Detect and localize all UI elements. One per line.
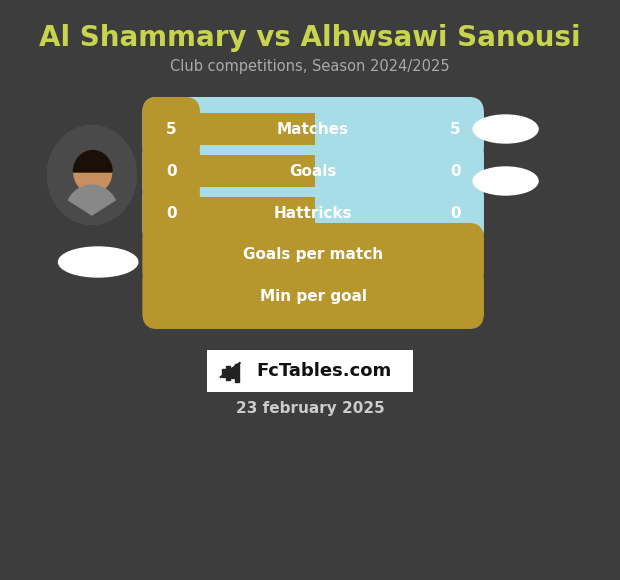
Text: Goals per match: Goals per match (243, 248, 383, 263)
Text: Matches: Matches (277, 121, 349, 136)
FancyBboxPatch shape (143, 265, 484, 329)
FancyBboxPatch shape (149, 105, 477, 153)
Circle shape (44, 122, 140, 228)
Text: Hattricks: Hattricks (274, 205, 352, 220)
FancyBboxPatch shape (207, 350, 413, 392)
FancyBboxPatch shape (143, 181, 484, 245)
Wedge shape (68, 185, 115, 215)
Ellipse shape (58, 247, 138, 277)
Bar (226, 366, 230, 380)
Text: 0: 0 (450, 205, 461, 220)
Bar (235, 364, 239, 382)
Text: 5: 5 (166, 121, 177, 136)
Circle shape (46, 125, 137, 225)
FancyBboxPatch shape (157, 197, 314, 229)
Text: 0: 0 (166, 205, 177, 220)
FancyBboxPatch shape (143, 97, 200, 161)
Bar (231, 368, 234, 378)
Bar (222, 369, 225, 377)
FancyBboxPatch shape (157, 113, 314, 145)
Text: 0: 0 (166, 164, 177, 179)
FancyBboxPatch shape (143, 223, 484, 287)
Text: 23 february 2025: 23 february 2025 (236, 401, 384, 415)
FancyBboxPatch shape (149, 147, 477, 195)
Circle shape (74, 151, 112, 193)
FancyBboxPatch shape (143, 139, 484, 203)
Text: 5: 5 (450, 121, 461, 136)
FancyBboxPatch shape (149, 273, 477, 321)
Text: FcTables.com: FcTables.com (256, 362, 391, 380)
Text: Al Shammary vs Alhwsawi Sanousi: Al Shammary vs Alhwsawi Sanousi (39, 24, 581, 52)
Ellipse shape (473, 167, 538, 195)
Wedge shape (73, 150, 112, 172)
Ellipse shape (473, 115, 538, 143)
Text: Goals: Goals (290, 164, 337, 179)
FancyBboxPatch shape (143, 97, 484, 161)
FancyBboxPatch shape (143, 139, 200, 203)
FancyBboxPatch shape (157, 155, 314, 187)
FancyBboxPatch shape (143, 181, 200, 245)
Text: 0: 0 (450, 164, 461, 179)
Text: Club competitions, Season 2024/2025: Club competitions, Season 2024/2025 (170, 60, 450, 74)
Text: Min per goal: Min per goal (260, 289, 366, 304)
FancyBboxPatch shape (149, 189, 477, 237)
FancyBboxPatch shape (149, 231, 477, 279)
